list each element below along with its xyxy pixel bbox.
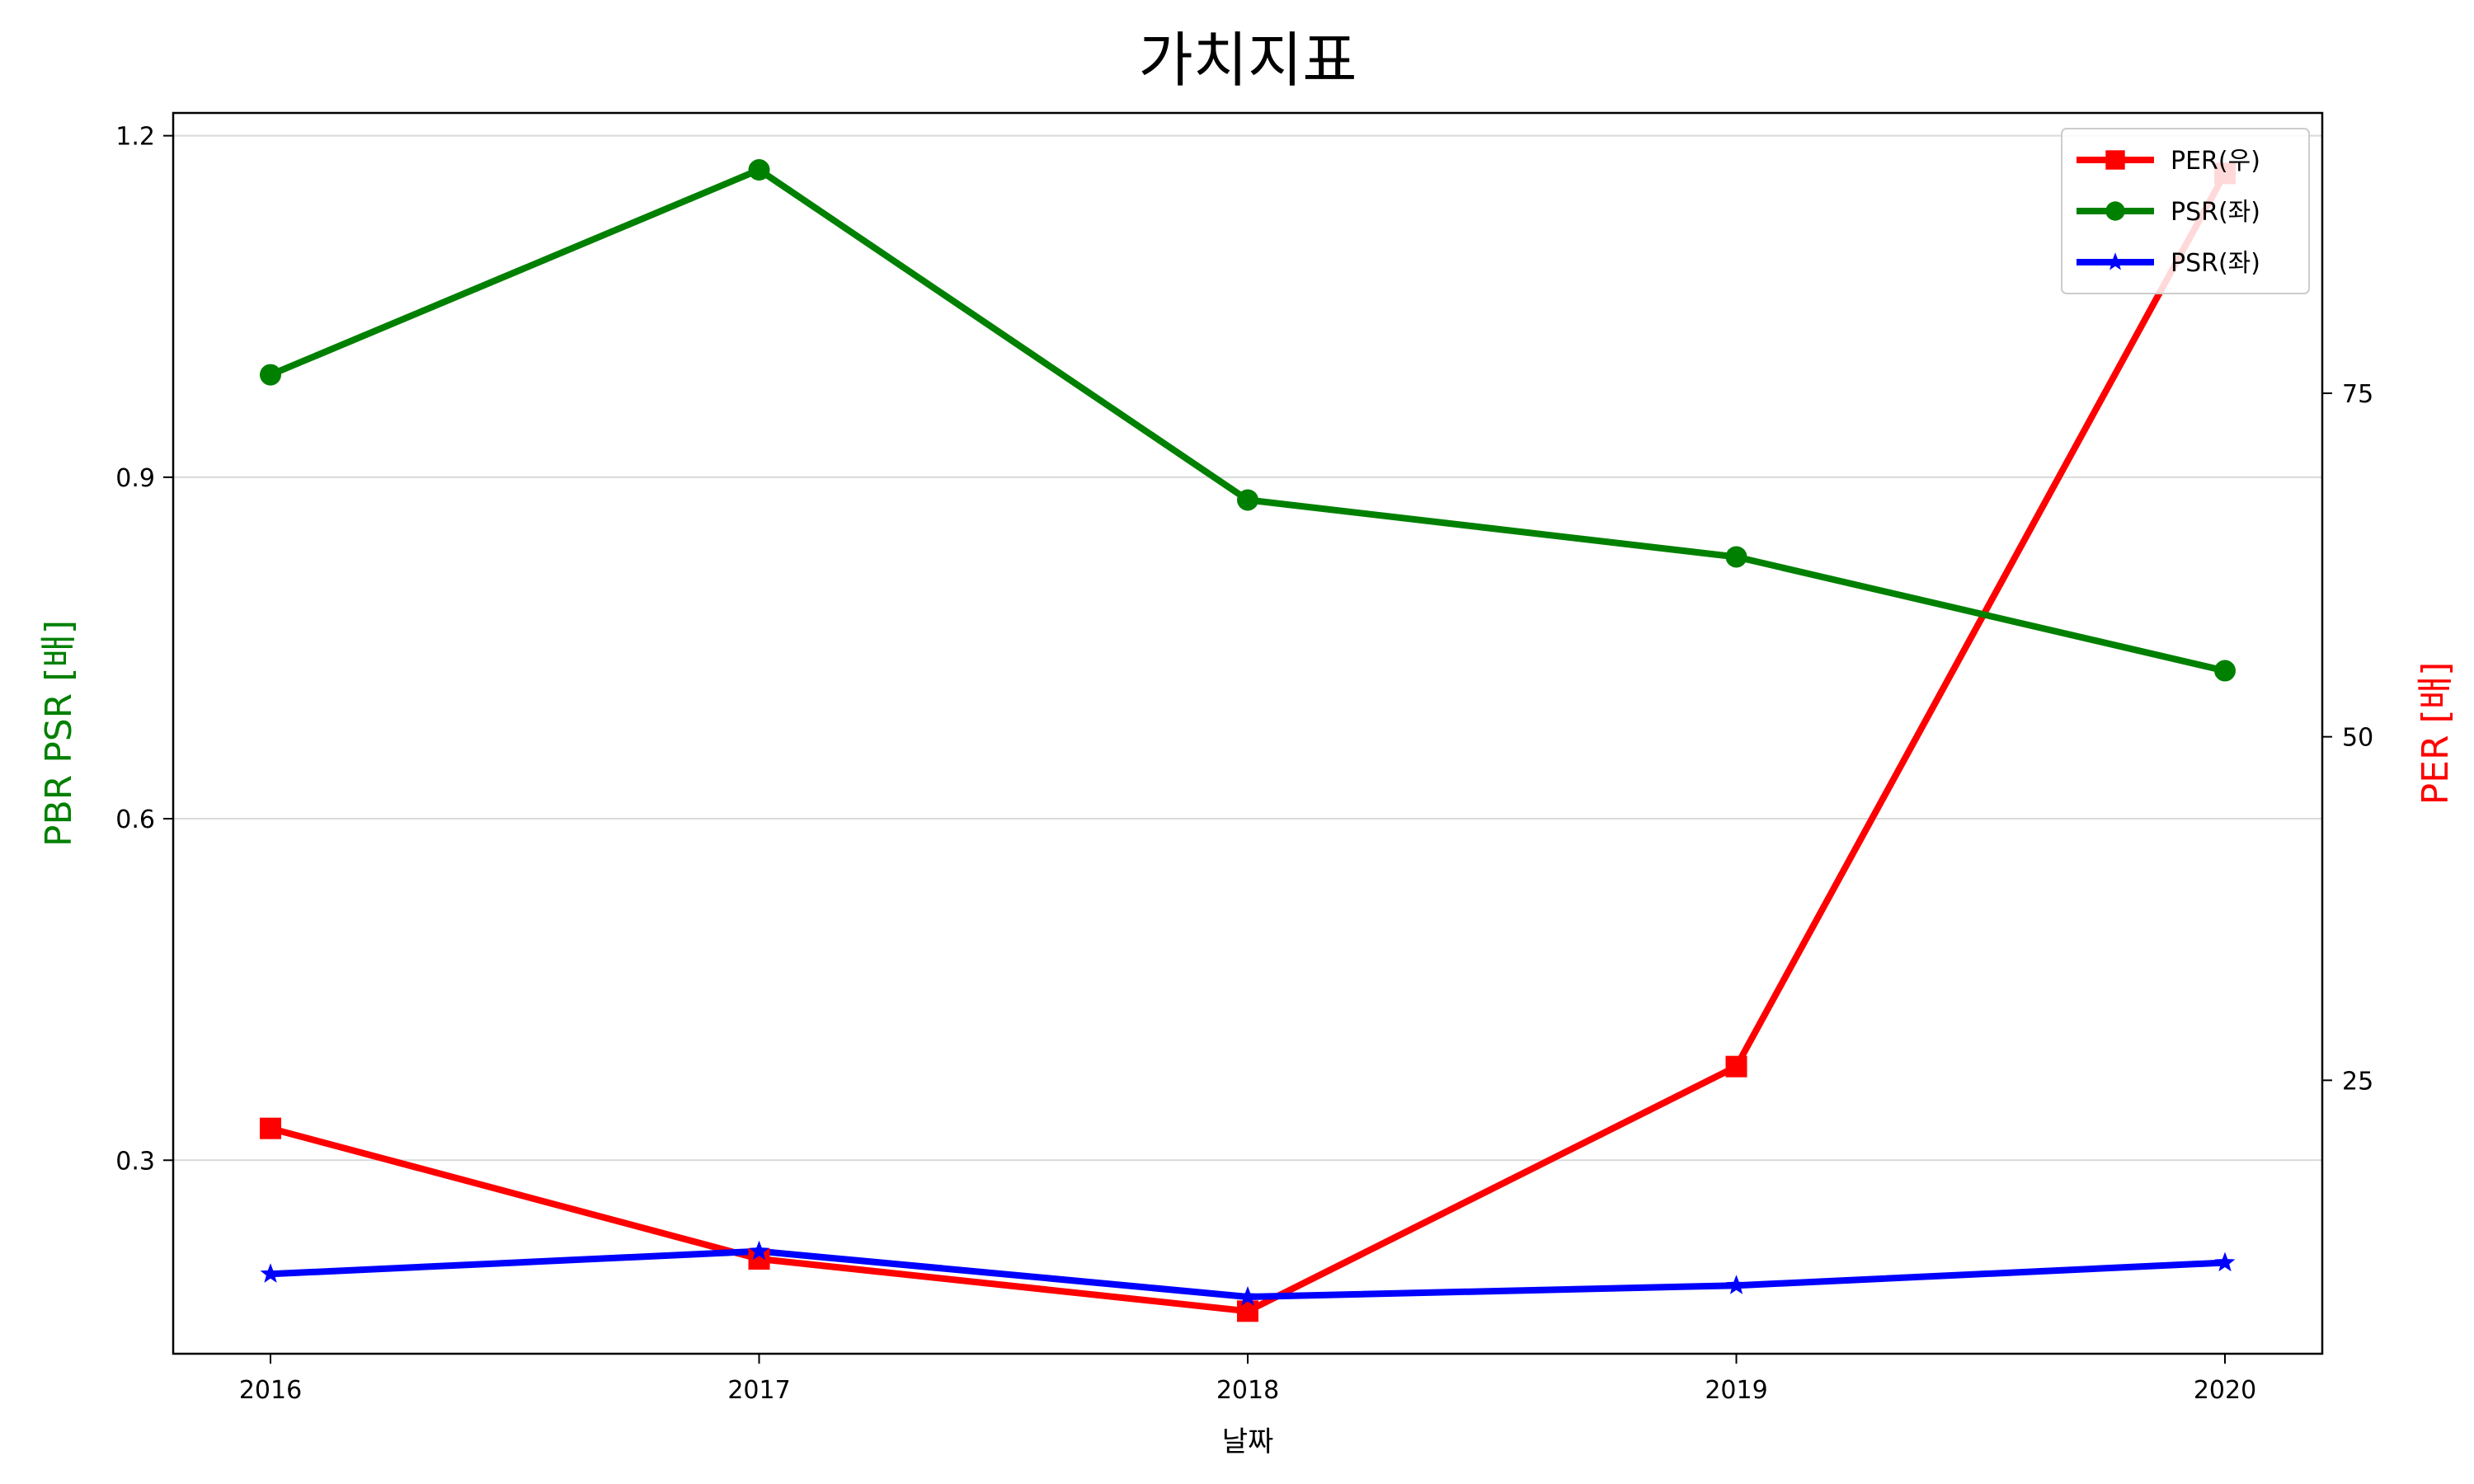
legend-label-0: PER(우) xyxy=(2171,147,2260,176)
series-2-point xyxy=(1726,1275,1747,1294)
legend-marker-0 xyxy=(2105,150,2125,170)
x-axis-label: 날짜 xyxy=(1222,1425,1274,1458)
legend-marker-1 xyxy=(2105,201,2125,221)
series-0-point xyxy=(260,1117,281,1139)
y-right-tick-label: 50 xyxy=(2342,724,2373,753)
x-tick-label: 2018 xyxy=(1216,1376,1279,1405)
series-2-point xyxy=(2214,1252,2236,1272)
legend-box xyxy=(2061,128,2310,294)
grid-lines xyxy=(173,134,2322,1162)
series-0-point xyxy=(1725,1055,1747,1078)
series-line-1 xyxy=(269,167,2226,674)
y-left-tick-label: 1.2 xyxy=(115,123,155,152)
series-line-0 xyxy=(269,171,2228,1315)
y-left-tick-label: 0.3 xyxy=(115,1147,155,1176)
series-2-point xyxy=(1237,1286,1258,1306)
series-markers xyxy=(260,159,2236,1322)
y-left-tick-label: 0.9 xyxy=(115,464,155,493)
legend-label-2: PSR(좌) xyxy=(2171,249,2260,278)
x-tick-label: 2019 xyxy=(1705,1376,1767,1405)
series-2-point xyxy=(260,1263,281,1283)
series-2-point xyxy=(749,1240,769,1261)
series-1-point xyxy=(260,364,281,386)
plot-frame xyxy=(172,111,2324,1355)
x-tick-label: 2017 xyxy=(727,1376,790,1405)
axis-ticks: 2016 2017 2018 2019 2020 0.3 0.6 0.9 1.2 25 50 75 xyxy=(115,123,2373,1405)
series-0-point xyxy=(1237,1300,1258,1322)
x-tick-label: 2020 xyxy=(2194,1376,2256,1405)
series-1-point xyxy=(748,159,770,181)
legend-label-1: PSR(좌) xyxy=(2171,198,2260,227)
legend: PER(우) PSR(좌) PSR(좌) xyxy=(2061,128,2310,294)
series-1-point xyxy=(2214,660,2236,682)
legend-marker-2 xyxy=(2105,252,2125,270)
y-axis-label-left: PBR PSR [배] xyxy=(38,620,80,847)
x-tick-label: 2016 xyxy=(239,1376,302,1405)
y-left-tick-label: 0.6 xyxy=(115,805,155,834)
series-1-point xyxy=(1237,489,1258,511)
series-1-point xyxy=(1725,546,1747,568)
y-right-tick-label: 75 xyxy=(2342,380,2373,409)
y-right-tick-label: 25 xyxy=(2342,1067,2373,1096)
y-axis-label-right: PER [배] xyxy=(2415,662,2457,805)
chart-title: 가치지표 xyxy=(1139,26,1357,95)
series-lines xyxy=(269,167,2228,1315)
